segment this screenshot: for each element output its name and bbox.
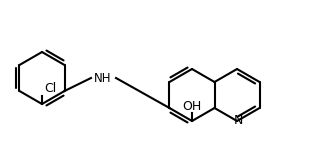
Text: Cl: Cl <box>44 81 56 95</box>
Text: OH: OH <box>182 101 202 113</box>
Text: NH: NH <box>94 73 112 85</box>
Text: N: N <box>233 115 243 128</box>
